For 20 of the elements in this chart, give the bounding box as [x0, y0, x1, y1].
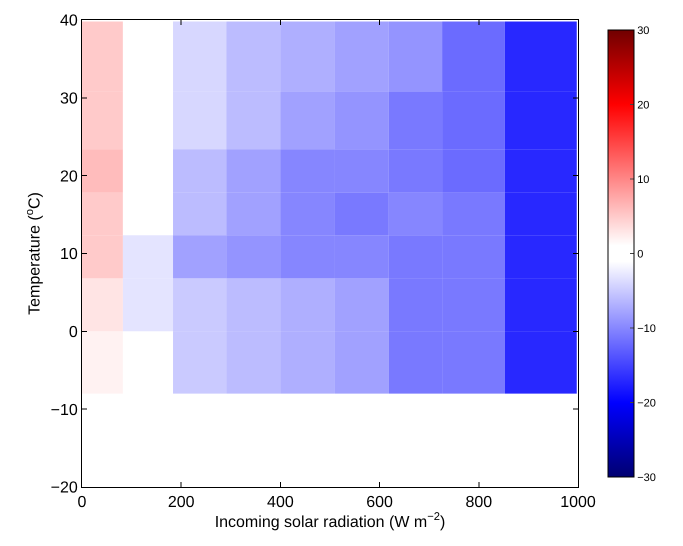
x-tick-label: 200 [168, 494, 195, 512]
x-axis-title: Incoming solar radiation (W m$^{−2}$) [214, 511, 446, 531]
y-tick-label: −20 [50, 480, 78, 497]
color-bar-label: 20 [637, 99, 650, 112]
y-tick-label: 0 [68, 324, 78, 341]
color-bar-label: 10 [637, 174, 650, 186]
y-tick-label: 30 [60, 90, 78, 108]
color-bar-label: 30 [637, 24, 650, 37]
color-bar-label: −30 [637, 472, 656, 484]
y-tick-label: 20 [60, 168, 78, 186]
color-bar-label: 0 [637, 248, 644, 260]
y-tick-label: 40 [60, 12, 78, 30]
x-tick-label: 400 [267, 494, 294, 512]
y-tick-label: 10 [60, 246, 78, 264]
x-tick-label: 600 [366, 494, 394, 512]
color-bar-label: −10 [637, 322, 656, 335]
color-bar-label: −20 [637, 397, 656, 410]
x-tick-label: 800 [465, 494, 492, 512]
x-tick-label: 1000 [560, 494, 596, 512]
y-tick-label: −10 [50, 402, 78, 419]
